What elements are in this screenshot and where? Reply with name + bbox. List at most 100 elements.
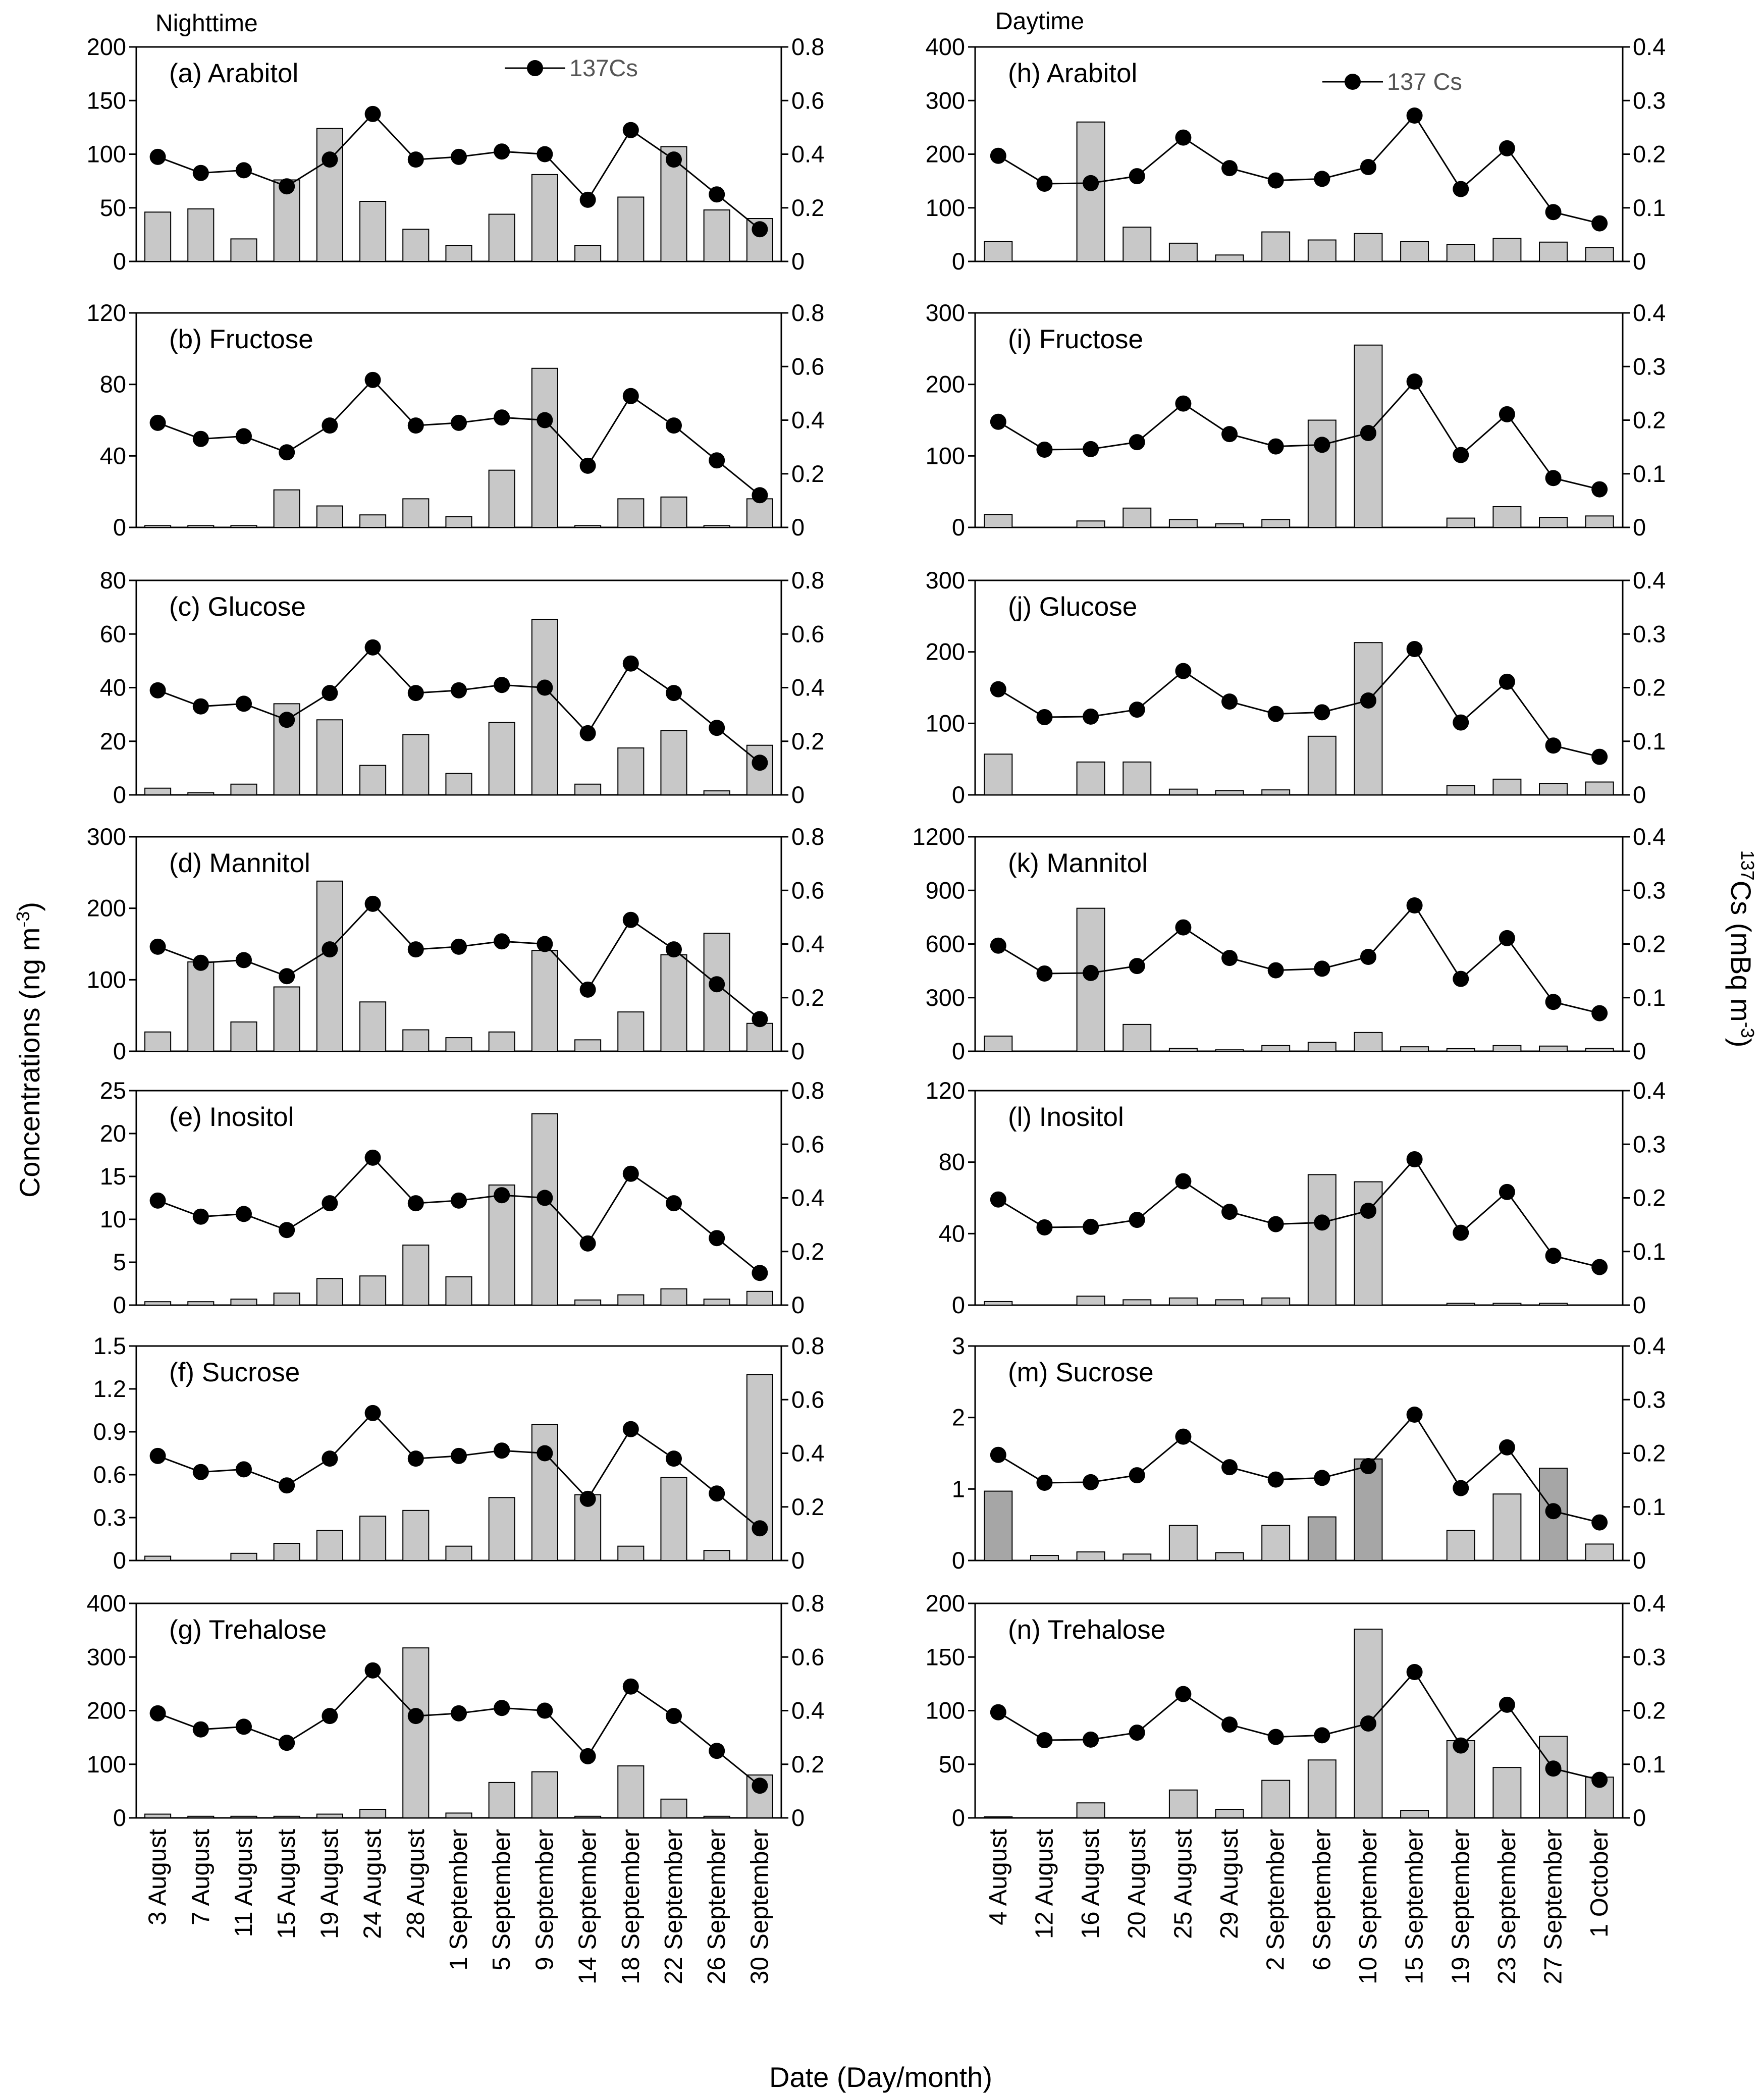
x-tick-label: 19 September xyxy=(1447,1829,1474,1984)
cs137-point xyxy=(1314,437,1330,453)
right-tick-label: 0 xyxy=(791,514,805,541)
right-tick-label: 0 xyxy=(791,1291,805,1318)
right-tick-label: 0.1 xyxy=(1633,1493,1666,1520)
bar xyxy=(617,1294,645,1306)
bar xyxy=(1261,789,1291,796)
cs137-point xyxy=(752,221,768,238)
cs137-point xyxy=(1129,702,1145,718)
cs137-point xyxy=(666,1708,682,1725)
right-tick-label: 0.3 xyxy=(1633,1131,1666,1157)
x-tick-label: 26 September xyxy=(703,1829,730,1984)
bar xyxy=(488,722,515,795)
right-tick-label: 0.4 xyxy=(791,674,824,701)
panel-night-4: 0 100 200 300 0 0.2 0.4 0.6 0.8 (d) Mannitol xyxy=(87,823,825,1064)
cs137-point xyxy=(279,712,295,728)
cs137-point xyxy=(407,1450,424,1467)
bar xyxy=(445,1812,472,1818)
right-tick-label: 0.6 xyxy=(791,1386,824,1413)
right-tick-label: 0 xyxy=(1633,1038,1646,1064)
bar xyxy=(660,1798,687,1818)
bar xyxy=(1539,241,1568,262)
bar xyxy=(1354,1032,1383,1052)
cs137-point xyxy=(537,1190,553,1206)
cs137-point xyxy=(579,1748,596,1764)
cs137-point xyxy=(1175,1428,1192,1445)
right-tick-label: 0.1 xyxy=(1633,1751,1666,1778)
panel-label: (l) Inositol xyxy=(1008,1102,1124,1132)
cs137-point xyxy=(1545,737,1562,754)
cs137-point xyxy=(1545,204,1562,221)
bar xyxy=(230,238,257,262)
x-tick-label: 1 October xyxy=(1586,1829,1613,1937)
left-tick-label: 0 xyxy=(952,1038,965,1064)
right-tick-label: 0.6 xyxy=(791,87,824,114)
right-tick-label: 0.4 xyxy=(1633,1590,1666,1617)
bar xyxy=(984,1816,1013,1818)
bar xyxy=(1492,238,1522,262)
cs137-point xyxy=(494,143,510,160)
bar xyxy=(1446,1048,1475,1052)
right-tick-label: 0.2 xyxy=(791,1493,824,1520)
bar xyxy=(1168,519,1198,528)
bar xyxy=(531,619,558,795)
right-tick-label: 0.2 xyxy=(1633,407,1666,434)
right-tick-label: 0.2 xyxy=(791,1751,824,1778)
cs137-point xyxy=(1360,1715,1376,1732)
cs137-point xyxy=(192,1721,209,1738)
right-tick-label: 0 xyxy=(1633,1547,1646,1574)
legend: 137 Cs xyxy=(1322,68,1462,95)
bar xyxy=(531,1771,558,1818)
bar xyxy=(402,498,430,528)
right-tick-label: 0.8 xyxy=(791,1590,824,1617)
x-tick-label: 11 August xyxy=(230,1829,257,1937)
left-tick-label: 0 xyxy=(113,1038,126,1064)
left-tick-label: 200 xyxy=(926,371,965,398)
cs137-point xyxy=(579,457,596,474)
cs137-point xyxy=(537,936,553,952)
left-tick-label: 5 xyxy=(113,1249,126,1275)
bar xyxy=(359,514,387,528)
right-tick-label: 0.4 xyxy=(791,1440,824,1467)
bar xyxy=(1122,1299,1152,1306)
panel-label: (c) Glucose xyxy=(169,592,306,622)
bar xyxy=(488,469,515,528)
panel-night-5: 0 5 10 15 20 25 0 0.2 0.4 0.6 0.8 (e) Inositol xyxy=(100,1077,825,1318)
bar xyxy=(273,1293,300,1306)
panel-night-6: 0 0.3 0.6 0.9 1.2 1.5 0 0.2 0.4 0.6 0.8 (f) Sucrose xyxy=(93,1332,825,1574)
bar xyxy=(316,719,343,795)
bar xyxy=(1446,517,1475,528)
bar xyxy=(660,496,687,528)
right-tick-label: 0.2 xyxy=(1633,931,1666,957)
cs137-point xyxy=(1036,1219,1053,1235)
cs137-point xyxy=(192,698,209,715)
right-tick-label: 0.4 xyxy=(791,1185,824,1211)
bar xyxy=(144,211,172,262)
cs137-point xyxy=(236,162,252,179)
cs137-point xyxy=(752,1778,768,1794)
bar xyxy=(144,525,172,528)
cs137-point xyxy=(1129,1467,1145,1484)
panel-day-5: 0 40 80 120 0 0.1 0.2 0.3 0.4 (l) Inositol xyxy=(926,1077,1666,1318)
right-tick-label: 0 xyxy=(1633,781,1646,808)
x-tick-label: 10 September xyxy=(1355,1829,1382,1984)
column-title-daytime: Daytime xyxy=(995,8,1084,35)
bar xyxy=(402,1029,430,1052)
cs137-point xyxy=(1591,1771,1608,1788)
cs137-point xyxy=(1314,1727,1330,1744)
bar xyxy=(316,1278,343,1306)
cs137-point xyxy=(407,685,424,702)
cs137-point xyxy=(1221,1716,1238,1733)
cs137-point xyxy=(364,105,381,122)
cs137-point xyxy=(279,1735,295,1751)
right-tick-label: 0 xyxy=(1633,1291,1646,1318)
left-tick-label: 50 xyxy=(939,1751,965,1778)
left-tick-label: 100 xyxy=(87,966,126,993)
cs137-point xyxy=(322,1195,338,1212)
cs137-point xyxy=(666,941,682,958)
right-tick-label: 0 xyxy=(1633,514,1646,541)
bar xyxy=(144,1031,172,1052)
left-tick-label: 300 xyxy=(926,567,965,594)
bar xyxy=(531,1424,558,1561)
left-tick-label: 2 xyxy=(952,1404,965,1431)
